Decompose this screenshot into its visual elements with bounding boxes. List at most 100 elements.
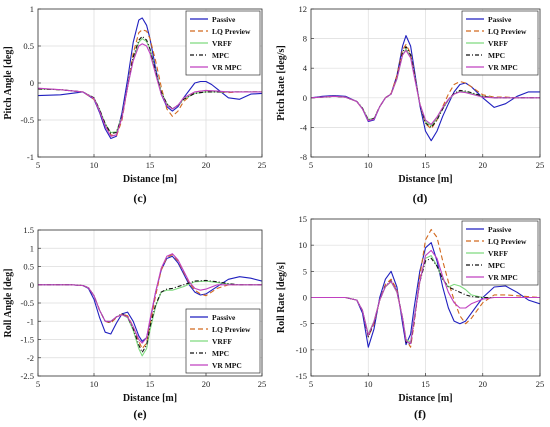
- y-tick-label: -5: [300, 319, 307, 329]
- legend-label: LQ Preview: [212, 27, 251, 36]
- y-tick-label: 0: [303, 93, 307, 103]
- legend: Passive LQ Preview VRFF MPC VR MPC: [461, 10, 539, 76]
- series-group: [311, 228, 540, 348]
- series-line-vr-mpc: [311, 49, 540, 125]
- x-tick-label: 20: [202, 160, 211, 170]
- y-tick-label: 0.5: [23, 262, 34, 272]
- x-tick-label: 25: [536, 379, 545, 389]
- x-tick-label: 10: [364, 160, 373, 170]
- panel-caption: (d): [413, 191, 428, 205]
- x-tick-label: 15: [421, 379, 430, 389]
- chart-panel-2: 5 10 15 20 25 -2.5 -2 -1.5 -1 -0.5 0 0.5 1 1.5 Distanc…: [3, 225, 266, 421]
- legend-label: MPC: [488, 51, 505, 60]
- panel-caption: (f): [414, 407, 426, 421]
- y-tick-label: 12: [299, 4, 308, 14]
- chart-panel-0: 5 10 15 20 25 -1 -0.5 0 0.5 1 Distance [m] Pitch An…: [3, 4, 266, 205]
- series-line-mpc: [38, 35, 262, 134]
- y-tick-label: -10: [296, 345, 307, 355]
- legend-label: VR MPC: [488, 63, 518, 72]
- plot-frame: [310, 218, 541, 377]
- y-tick-label: 0: [303, 293, 307, 303]
- legend: Passive LQ Preview VRFF MPC VR MPC: [185, 308, 261, 374]
- y-axis-label: Roll Rate [deg/s]: [276, 262, 287, 333]
- legend: Passive LQ Preview VRFF MPC VR MPC: [185, 10, 261, 76]
- x-tick-label: 5: [309, 379, 313, 389]
- x-tick-label: 20: [479, 160, 488, 170]
- legend-label: VRFF: [488, 39, 508, 48]
- y-tick-label: -1: [27, 316, 34, 326]
- x-tick-label: 5: [36, 160, 40, 170]
- y-tick-label: -8: [300, 152, 307, 162]
- legend-label: VR MPC: [212, 63, 242, 72]
- y-tick-label: 15: [299, 214, 308, 224]
- legend-label: MPC: [212, 51, 229, 60]
- series-line-vr-mpc: [38, 253, 262, 344]
- y-tick-label: -4: [300, 122, 308, 132]
- legend-label: Passive: [488, 15, 512, 24]
- y-tick-label: -0.5: [21, 115, 34, 125]
- x-tick-label: 10: [90, 379, 99, 389]
- series-line-passive: [38, 17, 262, 140]
- x-tick-label: 15: [421, 160, 430, 170]
- x-tick-label: 20: [479, 379, 488, 389]
- y-tick-label: 10: [299, 240, 308, 250]
- y-axis-label: Roll Angle [deg]: [3, 269, 14, 338]
- y-tick-label: 4: [303, 63, 308, 73]
- y-axis-label: Pitch Rate [deg/s]: [276, 45, 287, 121]
- series-group: [38, 17, 262, 140]
- y-tick-label: 8: [303, 34, 307, 44]
- x-tick-label: 25: [536, 160, 545, 170]
- x-tick-label: 10: [90, 160, 99, 170]
- series-line-lq-preview: [38, 254, 262, 350]
- x-tick-label: 25: [258, 379, 267, 389]
- series-line-vr-mpc: [311, 249, 540, 345]
- x-axis-label: Distance [m]: [123, 174, 177, 185]
- chart-panel-3: 5 10 15 20 25 -15 -10 -5 0 5 10 15 Distance [m] Roll …: [276, 214, 544, 421]
- x-axis-label: Distance [m]: [398, 393, 452, 404]
- legend-label: Passive: [488, 225, 512, 234]
- x-axis-label: Distance [m]: [123, 393, 177, 404]
- panel-caption: (e): [133, 407, 146, 421]
- legend-label: LQ Preview: [212, 325, 251, 334]
- y-tick-label: 1: [30, 243, 34, 253]
- x-tick-label: 15: [146, 160, 155, 170]
- legend-label: Passive: [212, 15, 236, 24]
- x-tick-label: 10: [364, 379, 373, 389]
- x-tick-label: 5: [36, 379, 40, 389]
- x-tick-label: 25: [258, 160, 267, 170]
- x-tick-label: 20: [202, 379, 211, 389]
- legend-label: VR MPC: [212, 361, 242, 370]
- y-tick-label: 1: [30, 4, 34, 14]
- x-tick-label: 5: [309, 160, 313, 170]
- y-tick-label: 0: [30, 78, 34, 88]
- y-tick-label: -1.5: [21, 335, 34, 345]
- legend-label: VRFF: [488, 249, 508, 258]
- x-axis-label: Distance [m]: [398, 174, 452, 185]
- legend-label: MPC: [212, 349, 229, 358]
- series-line-lq-preview: [311, 228, 540, 348]
- y-axis-label: Pitch Angle [deg]: [3, 46, 14, 119]
- y-tick-label: 0: [30, 280, 34, 290]
- y-tick-label: -1: [27, 152, 34, 162]
- y-tick-label: 0.5: [23, 41, 34, 51]
- plot-frame: [37, 8, 263, 158]
- chart-panel-1: 5 10 15 20 25 -8 -4 0 4 8 12 Distance [m] Pitch Rate…: [276, 4, 544, 205]
- x-tick-label: 15: [146, 379, 155, 389]
- panel-caption: (c): [133, 191, 146, 205]
- legend-label: LQ Preview: [488, 27, 527, 36]
- y-tick-label: -15: [296, 371, 307, 381]
- legend-label: VRFF: [212, 337, 232, 346]
- y-tick-label: 5: [303, 266, 307, 276]
- series-group: [38, 253, 262, 357]
- y-tick-label: -0.5: [21, 298, 34, 308]
- legend-label: MPC: [488, 261, 505, 270]
- plot-frame: [37, 229, 263, 377]
- legend-label: VR MPC: [488, 273, 518, 282]
- legend-label: VRFF: [212, 39, 232, 48]
- series-line-vr-mpc: [38, 43, 262, 137]
- y-tick-label: -2.5: [21, 371, 34, 381]
- plot-frame: [310, 8, 541, 158]
- y-tick-label: 1.5: [23, 225, 34, 235]
- legend: Passive LQ Preview VRFF MPC VR MPC: [461, 220, 539, 286]
